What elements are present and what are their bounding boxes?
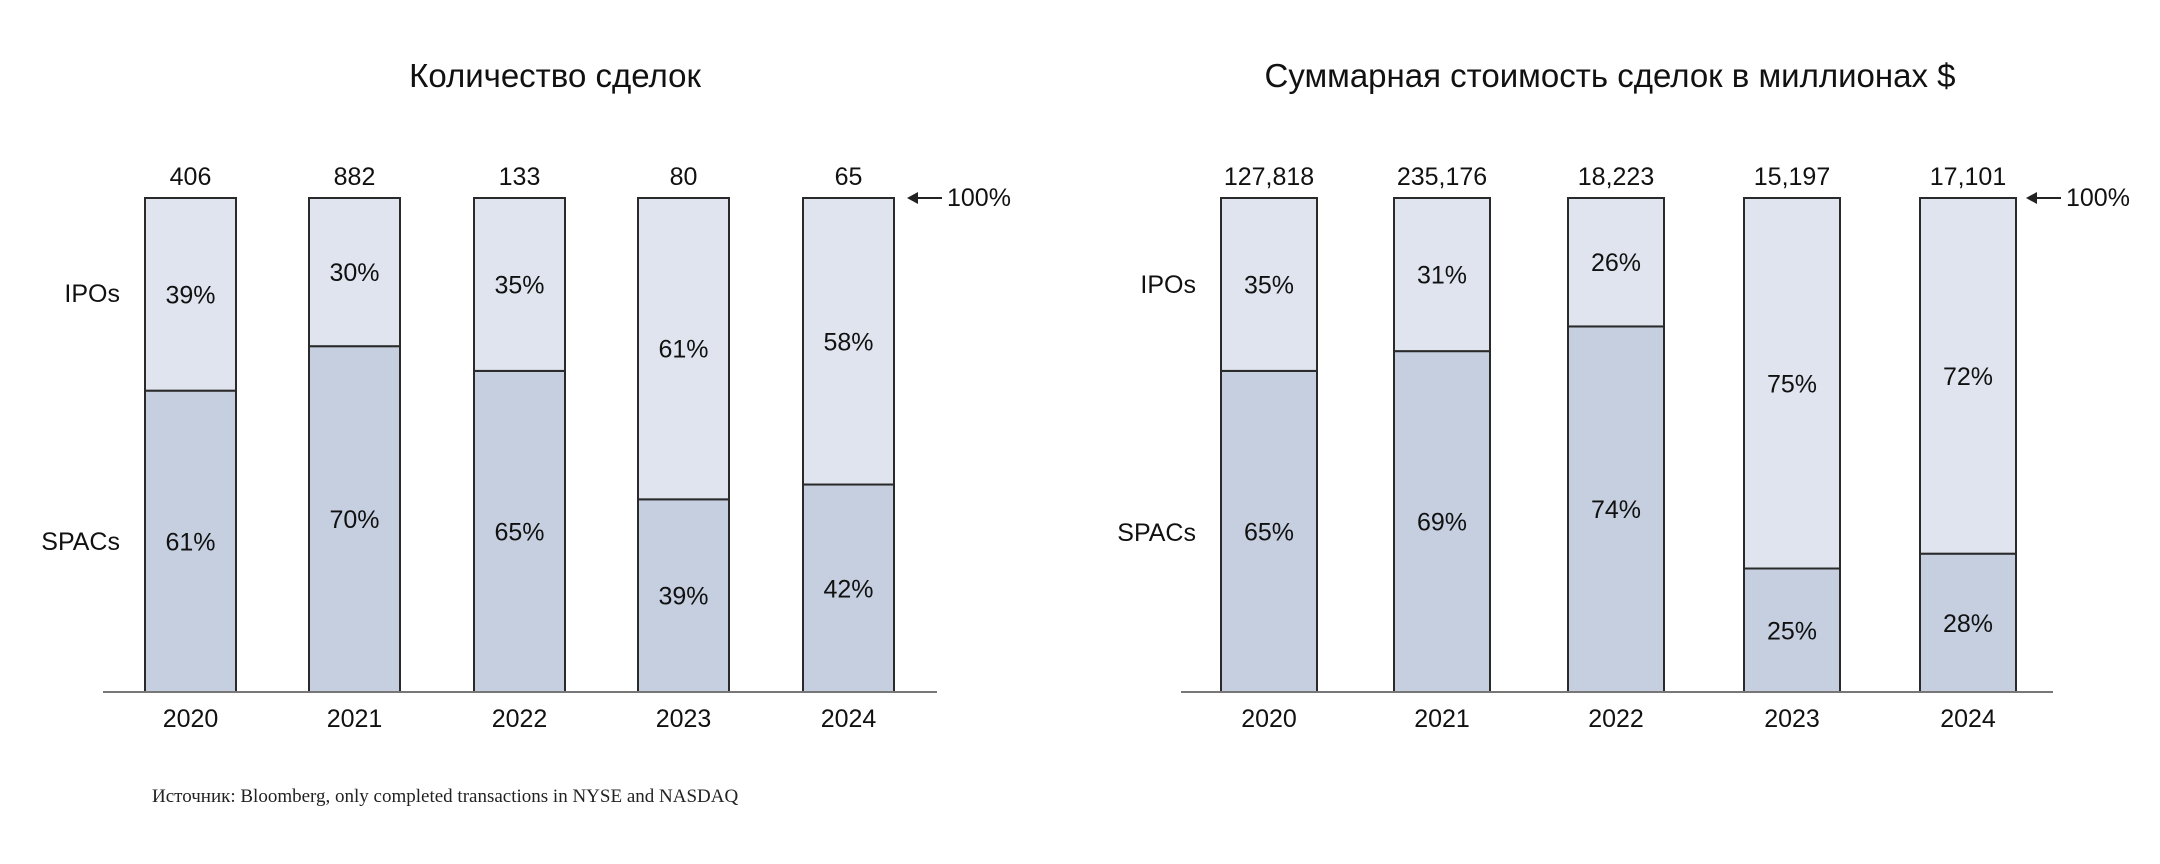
total-label: 133: [499, 163, 541, 191]
bar-segment-spacs: [144, 389, 237, 693]
bar-segment-ipos: [1567, 197, 1665, 328]
legend-label-spacs: SPACs: [41, 528, 120, 556]
arrow-left-icon: [2026, 192, 2037, 204]
total-label: 882: [334, 163, 376, 191]
deal-count-chart: Количество сделок IPOs SPACs 100% 61% 39%…: [41, 57, 1011, 733]
x-tick-label: 2020: [163, 705, 219, 733]
data-label-spacs: 39%: [658, 583, 708, 611]
bar-segment-ipos: [308, 197, 401, 348]
arrow-left-icon: [907, 192, 918, 204]
bar-segment-spacs: [1220, 369, 1318, 693]
x-tick-label: 2020: [1241, 705, 1297, 733]
x-tick-label: 2023: [656, 705, 712, 733]
x-tick-label: 2023: [1764, 705, 1820, 733]
reference-label-100: 100%: [2066, 184, 2130, 212]
data-label-ipos: 31%: [1417, 262, 1467, 290]
chart-title: Количество сделок: [409, 57, 701, 94]
bar-segment-spacs: [1393, 350, 1491, 693]
data-label-ipos: 75%: [1767, 370, 1817, 398]
bar-segment-spacs: [1567, 325, 1665, 693]
total-label: 65: [835, 163, 863, 191]
data-label-ipos: 35%: [1244, 271, 1294, 299]
total-label: 235,176: [1397, 163, 1487, 191]
total-label: 15,197: [1754, 163, 1830, 191]
reference-label-100: 100%: [947, 184, 1011, 212]
legend-label-ipos: IPOs: [1140, 271, 1196, 299]
data-label-ipos: 39%: [165, 281, 215, 309]
data-label-spacs: 74%: [1591, 496, 1641, 524]
x-tick-label: 2021: [327, 705, 383, 733]
chart-title: Суммарная стоимость сделок в миллионах $: [1264, 57, 1955, 94]
bar-segment-ipos: [473, 197, 566, 372]
total-label: 406: [170, 163, 212, 191]
bar-segment-ipos: [144, 197, 237, 392]
total-label: 17,101: [1930, 163, 2006, 191]
bar-segment-ipos: [802, 197, 895, 486]
data-label-spacs: 65%: [1244, 518, 1294, 546]
data-label-ipos: 58%: [823, 328, 873, 356]
bar-segment-ipos: [1393, 197, 1491, 353]
x-tick-label: 2022: [492, 705, 548, 733]
data-label-spacs: 42%: [823, 575, 873, 603]
data-label-spacs: 25%: [1767, 617, 1817, 645]
total-label: 80: [670, 163, 698, 191]
source-note: Источник: Bloomberg, only completed tran…: [152, 786, 738, 807]
legend-label-ipos: IPOs: [64, 280, 120, 308]
data-label-spacs: 70%: [329, 506, 379, 534]
data-label-spacs: 61%: [165, 528, 215, 556]
bar-segment-ipos: [1919, 197, 2017, 555]
bar-segment-ipos: [1220, 197, 1318, 372]
total-label: 127,818: [1224, 163, 1314, 191]
data-label-spacs: 28%: [1943, 610, 1993, 638]
data-label-ipos: 30%: [329, 259, 379, 287]
total-label: 18,223: [1578, 163, 1654, 191]
bar-segment-ipos: [1743, 197, 1841, 570]
deal-value-chart: Суммарная стоимость сделок в миллионах $…: [1117, 57, 2130, 733]
data-label-spacs: 69%: [1417, 509, 1467, 537]
legend-label-spacs: SPACs: [1117, 519, 1196, 547]
data-label-ipos: 26%: [1591, 249, 1641, 277]
bar-segment-ipos: [637, 197, 730, 501]
data-label-ipos: 61%: [658, 336, 708, 364]
data-label-ipos: 35%: [494, 271, 544, 299]
x-tick-label: 2024: [1940, 705, 1996, 733]
x-tick-label: 2021: [1414, 705, 1470, 733]
x-tick-label: 2024: [821, 705, 877, 733]
data-label-ipos: 72%: [1943, 363, 1993, 391]
data-label-spacs: 65%: [494, 518, 544, 546]
x-tick-label: 2022: [1588, 705, 1644, 733]
bar-segment-spacs: [1743, 567, 1841, 693]
